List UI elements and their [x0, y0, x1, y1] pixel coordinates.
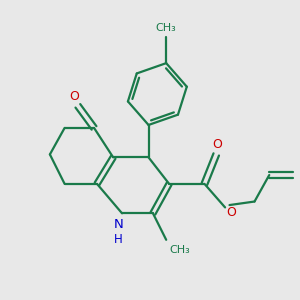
Text: N: N [114, 218, 123, 231]
Text: CH₃: CH₃ [156, 23, 177, 33]
Text: H: H [114, 233, 123, 246]
Text: O: O [226, 206, 236, 219]
Text: O: O [69, 91, 79, 103]
Text: O: O [212, 139, 222, 152]
Text: CH₃: CH₃ [170, 245, 190, 255]
